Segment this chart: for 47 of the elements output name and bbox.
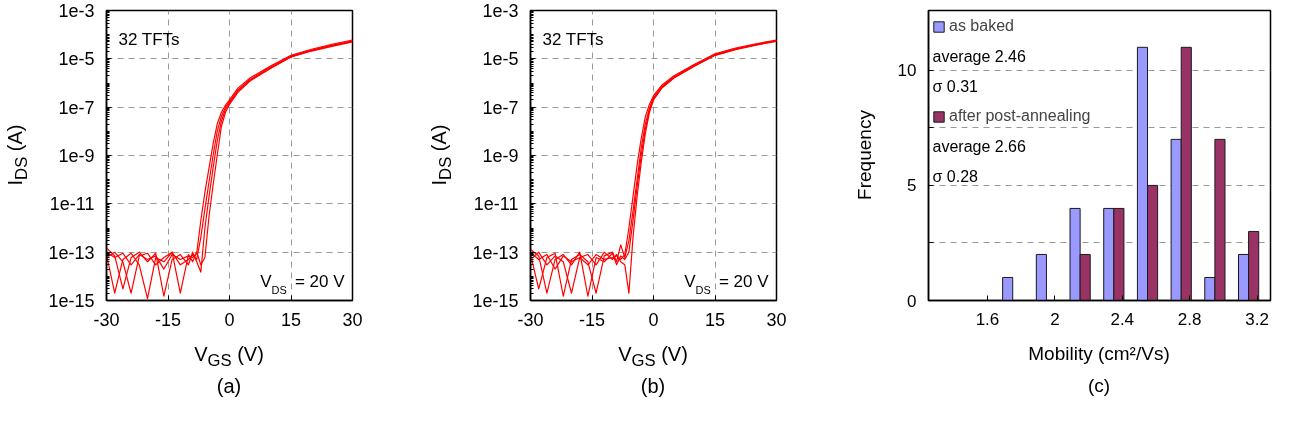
y-tick-label: 0 xyxy=(907,291,917,311)
x-tick-label: 3.2 xyxy=(1245,309,1269,329)
y-tick-label: 1e-13 xyxy=(472,242,519,263)
x-tick-label: -30 xyxy=(93,309,120,330)
annotation: 32 TFTs xyxy=(542,29,604,49)
text: (b) xyxy=(639,374,667,399)
y-tick-label: 1e-9 xyxy=(58,146,95,166)
x-tick-label: 30 xyxy=(342,309,363,330)
y-tick-label: 1e-13 xyxy=(48,242,95,263)
y-tick-label: 1e-15 xyxy=(472,291,519,311)
x-tick-label: 0 xyxy=(224,309,235,330)
x-tick-label: 0 xyxy=(648,309,659,330)
y-axis-title: Frequency xyxy=(853,110,877,200)
y-tick-label: 1e-11 xyxy=(473,194,519,215)
y-tick-label: 1e-7 xyxy=(58,97,95,118)
y-tick-label: 1e-5 xyxy=(482,49,519,70)
x-axis-title: Mobility (cm²/Vs) xyxy=(1027,342,1171,366)
x-tick-label: 1.6 xyxy=(975,309,1000,329)
x-tick-label: -15 xyxy=(578,309,606,330)
x-tick-label: 2.8 xyxy=(1177,309,1202,329)
x-tick-label: -15 xyxy=(154,309,182,330)
text: (c) xyxy=(1086,374,1112,398)
x-tick-label: -30 xyxy=(517,309,544,330)
annotation: average 2.46 xyxy=(932,47,1027,65)
x-axis-title: V$_{GS}$ (V) xyxy=(617,342,689,372)
y-tick-label: 1e-3 xyxy=(482,1,519,21)
y-tick-label: 1e-7 xyxy=(482,97,519,118)
y-tick-label: 1e-5 xyxy=(58,49,95,70)
legend-label: as baked xyxy=(949,16,1014,36)
x-tick-label: 15 xyxy=(280,309,302,330)
x-tick-label: 2.4 xyxy=(1110,309,1135,329)
x-tick-label: 30 xyxy=(766,309,787,330)
x-tick-label: 15 xyxy=(704,309,726,330)
y-tick-label: 1e-15 xyxy=(48,291,95,311)
legend-label: after post-annealing xyxy=(949,106,1091,126)
y-tick-label: 1e-9 xyxy=(482,146,519,166)
y-tick-label: 10 xyxy=(897,61,917,81)
y-tick-label: 1e-3 xyxy=(58,1,95,21)
annotation: average 2.66 xyxy=(932,137,1027,155)
annotation: σ 0.28 xyxy=(932,167,979,185)
annotation: σ 0.31 xyxy=(932,77,979,95)
y-tick-label: 5 xyxy=(907,176,917,196)
text: (a) xyxy=(215,374,243,399)
x-tick-label: 2 xyxy=(1050,309,1060,329)
y-tick-label: 1e-11 xyxy=(49,194,95,215)
x-axis-title: V$_{GS}$ (V) xyxy=(193,342,265,372)
annotation: 32 TFTs xyxy=(118,29,180,49)
